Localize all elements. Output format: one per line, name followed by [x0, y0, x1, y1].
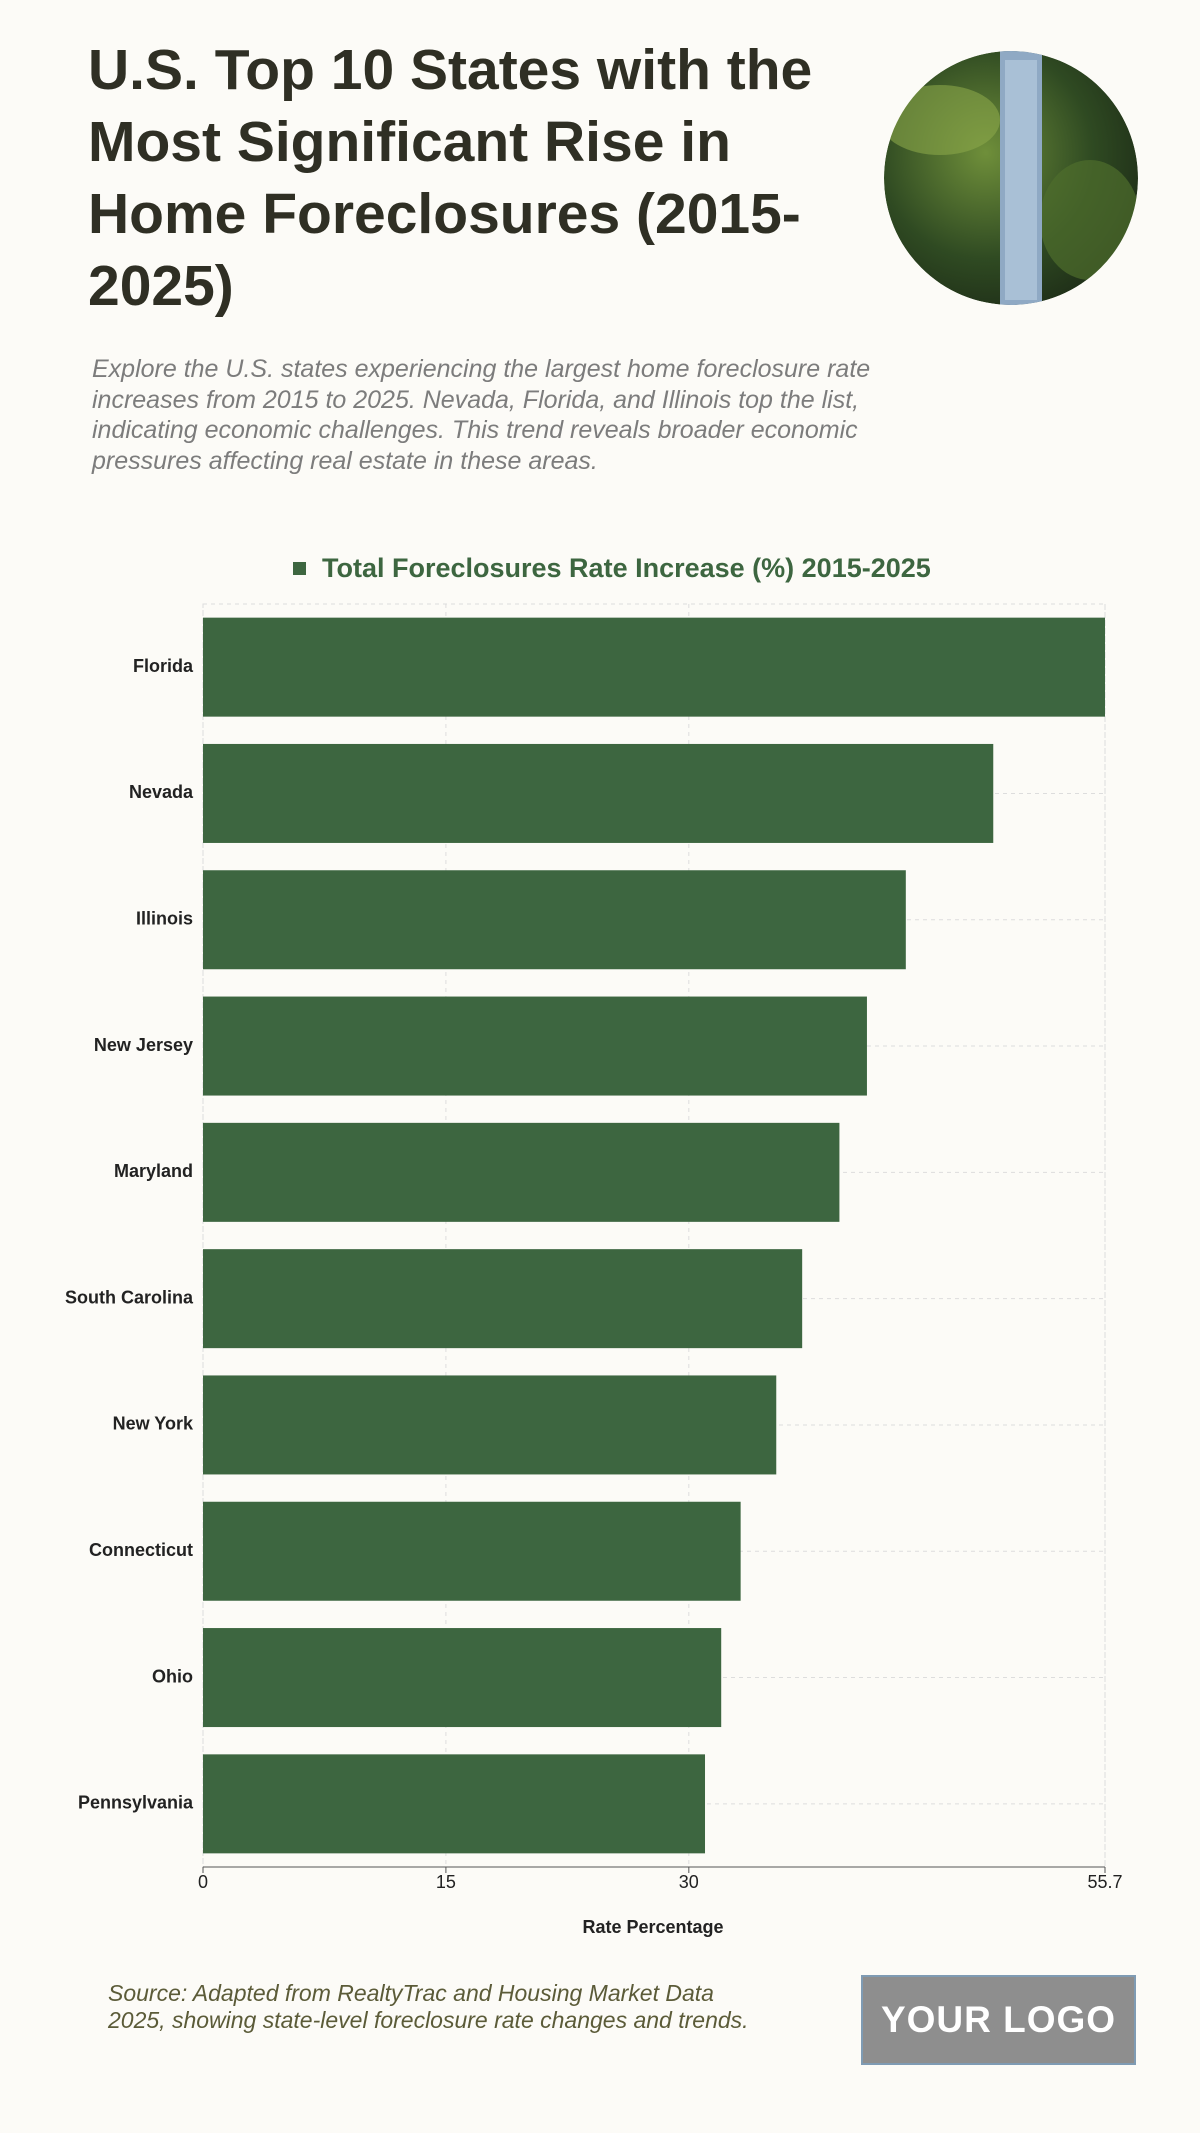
- bar: [203, 1249, 803, 1349]
- x-tick-label: 55.7: [1087, 1872, 1122, 1892]
- y-tick-label: Florida: [133, 656, 194, 676]
- source: Source: Adapted from RealtyTrac and Hous…: [108, 1980, 749, 2033]
- y-tick-label: New York: [113, 1414, 194, 1434]
- y-tick-label: New Jersey: [94, 1035, 193, 1055]
- bar: [203, 743, 994, 843]
- bar: [203, 617, 1105, 717]
- legend-swatch: [293, 562, 306, 575]
- subtitle: Explore the U.S. states experiencing the…: [92, 355, 871, 475]
- y-tick-label: South Carolina: [65, 1287, 194, 1307]
- x-axis-title: Rate Percentage: [582, 1917, 723, 1937]
- title: U.S. Top 10 States with the Most Signifi…: [88, 38, 813, 318]
- bar: [203, 1754, 706, 1854]
- y-tick-label: Pennsylvania: [78, 1793, 194, 1813]
- y-tick-label: Nevada: [129, 782, 194, 802]
- bar: [203, 1501, 741, 1601]
- bar: [203, 996, 867, 1096]
- y-tick-label: Maryland: [114, 1161, 193, 1181]
- chart: Total Foreclosures Rate Increase (%) 201…: [65, 51, 1138, 1937]
- y-tick-label: Connecticut: [89, 1540, 193, 1560]
- x-tick-label: 30: [679, 1872, 699, 1892]
- bar: [203, 1122, 840, 1222]
- photo: [884, 51, 1138, 305]
- logo: YOUR LOGO: [861, 1975, 1136, 2065]
- bar: [203, 1375, 777, 1475]
- x-tick-label: 0: [198, 1872, 208, 1892]
- legend-label: Total Foreclosures Rate Increase (%) 201…: [322, 553, 931, 583]
- x-tick-label: 15: [436, 1872, 456, 1892]
- bar: [203, 1628, 722, 1728]
- y-tick-label: Ohio: [152, 1666, 193, 1686]
- bar: [203, 870, 906, 970]
- y-tick-label: Illinois: [136, 909, 193, 929]
